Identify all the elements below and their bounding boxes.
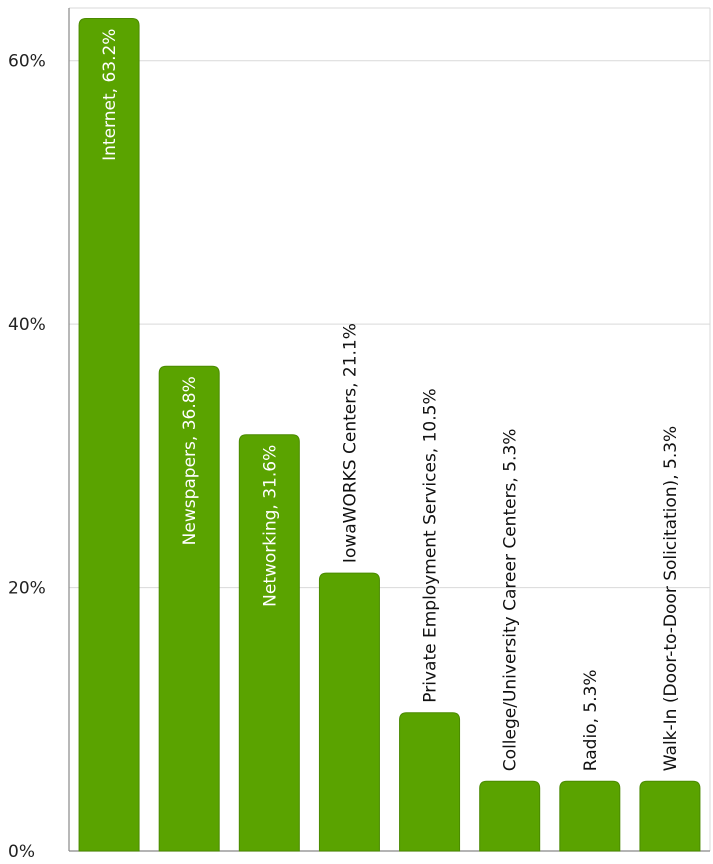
bar — [639, 780, 701, 852]
y-tick-label: 60% — [8, 52, 46, 72]
bar-data-label: Radio, 5.3% — [581, 669, 601, 771]
bar — [238, 434, 300, 852]
bar — [559, 780, 621, 852]
y-tick-labels: 0% 20% 40% 60% — [8, 52, 46, 862]
bar — [479, 780, 541, 852]
bar-data-label: Internet, 63.2% — [100, 29, 120, 161]
bar — [318, 572, 380, 852]
y-tick-label: 0% — [8, 842, 35, 859]
bars — [78, 18, 701, 852]
bar-data-label: Private Employment Services, 10.5% — [421, 388, 441, 702]
bar-data-label: Walk-In (Door-to-Door Solicitation), 5.3… — [661, 426, 681, 771]
bar-data-label: Networking, 31.6% — [260, 445, 280, 607]
bar — [399, 712, 461, 852]
y-tick-label: 40% — [8, 315, 46, 335]
bar-labels: Internet, 63.2% Newspapers, 36.8% Networki… — [100, 29, 681, 772]
bar-data-label: IowaWORKS Centers, 21.1% — [340, 323, 360, 563]
y-tick-label: 20% — [8, 579, 46, 599]
bar-data-label: Newspapers, 36.8% — [180, 376, 200, 545]
bar — [78, 18, 140, 852]
bar-data-label: College/University Career Centers, 5.3% — [501, 429, 521, 772]
bar — [158, 365, 220, 852]
